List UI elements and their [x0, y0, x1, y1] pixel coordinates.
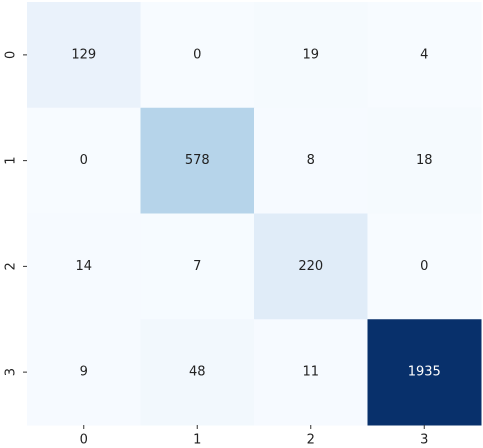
- cell-value-label: 1935: [408, 365, 441, 380]
- cell-value-label: 0: [193, 47, 201, 62]
- heatmap-cell: [27, 2, 141, 109]
- cell-value-label: 11: [302, 365, 319, 380]
- heatmap-cell: [367, 319, 482, 426]
- heatmap-cell: [27, 107, 141, 214]
- y-tick-label: 1: [4, 156, 19, 164]
- heatmap-cell: [367, 107, 482, 214]
- cell-value-label: 19: [302, 47, 319, 62]
- x-tick-label: 2: [307, 433, 315, 448]
- heatmap-cell: [254, 2, 368, 109]
- heatmap-cell: [254, 107, 368, 214]
- cell-value-label: 9: [80, 365, 88, 380]
- cell-value-label: 578: [185, 153, 210, 168]
- x-tick-label: 3: [420, 433, 428, 448]
- heatmap-cell: [140, 319, 255, 426]
- cell-value-label: 18: [416, 153, 433, 168]
- heatmap-cell: [27, 319, 141, 426]
- heatmap-cell: [254, 213, 368, 320]
- heatmap-cell: [367, 2, 482, 109]
- heatmap-cell: [140, 107, 255, 214]
- y-tick-label: 0: [4, 51, 19, 59]
- cell-value-label: 8: [307, 153, 315, 168]
- heatmap-cell: [140, 2, 255, 109]
- cell-value-label: 14: [75, 259, 92, 274]
- cell-value-label: 4: [420, 47, 428, 62]
- heatmap-cell: [27, 213, 141, 320]
- heatmap-cell: [140, 213, 255, 320]
- heatmap-cell: [254, 319, 368, 426]
- heatmap-cell: [367, 213, 482, 320]
- cell-value-label: 129: [71, 47, 96, 62]
- cell-value-label: 7: [193, 259, 201, 274]
- x-tick-label: 0: [80, 433, 88, 448]
- cell-value-label: 220: [298, 259, 323, 274]
- y-tick-label: 3: [4, 368, 19, 376]
- cell-value-label: 0: [80, 153, 88, 168]
- y-tick-label: 2: [4, 262, 19, 270]
- cell-value-label: 48: [189, 365, 206, 380]
- cell-value-label: 0: [420, 259, 428, 274]
- x-tick-label: 1: [193, 433, 201, 448]
